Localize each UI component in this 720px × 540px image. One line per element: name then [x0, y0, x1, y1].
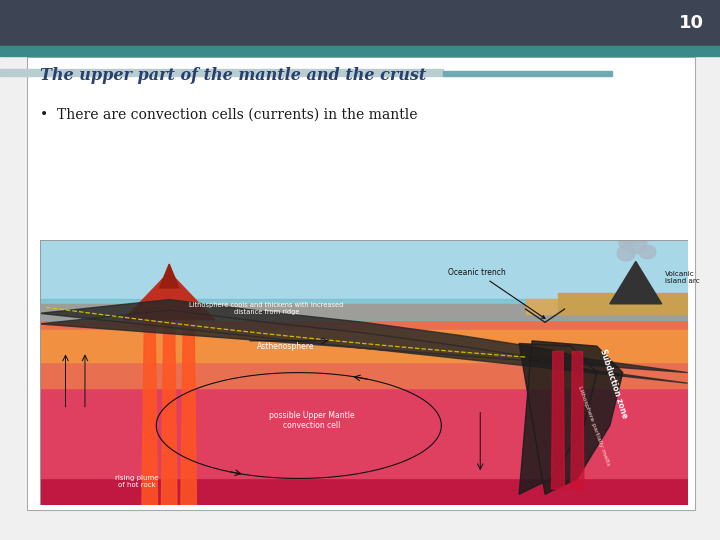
Text: rising plume
of hot rock: rising plume of hot rock — [115, 475, 158, 488]
Text: 10: 10 — [679, 14, 704, 32]
Polygon shape — [40, 299, 688, 320]
Polygon shape — [161, 304, 177, 505]
Polygon shape — [40, 463, 688, 505]
Circle shape — [631, 227, 651, 243]
Text: Subduction zone: Subduction zone — [598, 347, 629, 419]
Circle shape — [625, 235, 647, 254]
Text: Oceanic trench: Oceanic trench — [448, 268, 545, 319]
Text: Lithosphere partially melts: Lithosphere partially melts — [577, 385, 611, 466]
Polygon shape — [526, 299, 688, 314]
Polygon shape — [552, 352, 564, 489]
Text: possible Upper Mantle
convection cell: possible Upper Mantle convection cell — [269, 410, 354, 430]
Circle shape — [617, 246, 635, 261]
Polygon shape — [124, 272, 215, 320]
Bar — [0, 0, 720, 46]
Polygon shape — [142, 304, 158, 505]
Polygon shape — [610, 261, 662, 304]
FancyBboxPatch shape — [27, 57, 695, 510]
Circle shape — [639, 245, 656, 259]
Polygon shape — [181, 304, 197, 505]
Polygon shape — [40, 240, 688, 304]
Bar — [0, 69, 443, 76]
Polygon shape — [571, 352, 584, 489]
Polygon shape — [40, 304, 688, 388]
Polygon shape — [160, 264, 179, 288]
Text: •  There are convection cells (currents) in the mantle: • There are convection cells (currents) … — [40, 107, 417, 122]
Polygon shape — [558, 293, 688, 314]
Polygon shape — [519, 341, 623, 494]
Circle shape — [622, 231, 639, 245]
Polygon shape — [40, 330, 688, 362]
Text: The upper part of the mantle and the crust: The upper part of the mantle and the cru… — [40, 67, 426, 84]
Circle shape — [619, 237, 633, 249]
Text: Volcanic
island arc: Volcanic island arc — [665, 271, 700, 284]
Bar — [40, 240, 688, 505]
Polygon shape — [40, 373, 688, 478]
Polygon shape — [40, 300, 688, 383]
Bar — [443, 71, 612, 76]
Bar — [0, 46, 720, 56]
Text: Asthenosphere: Asthenosphere — [257, 342, 315, 350]
Text: Lithosphere cools and thickens with increased
distance from ridge: Lithosphere cools and thickens with incr… — [189, 301, 343, 314]
